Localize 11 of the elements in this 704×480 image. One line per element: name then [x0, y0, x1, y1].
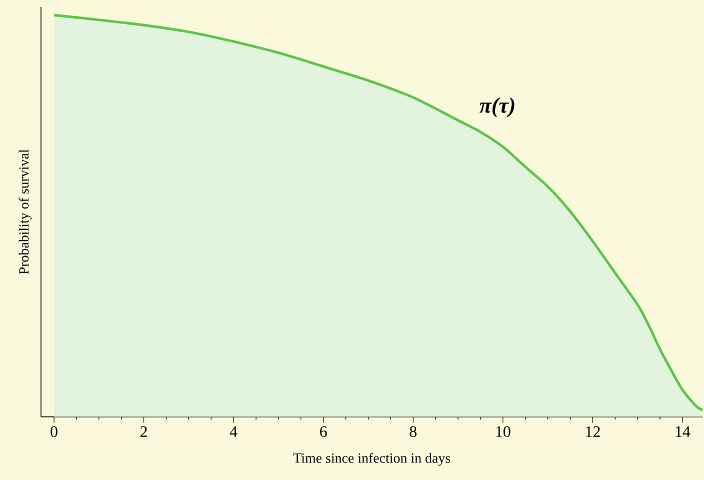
x-tick-label: 6 — [320, 426, 327, 438]
x-tick-label: 10 — [496, 426, 510, 438]
x-axis-title: Time since infection in days — [293, 452, 450, 466]
x-tick-label: 14 — [676, 426, 690, 437]
x-tick-label: 2 — [140, 426, 147, 437]
x-tick-label: 4 — [230, 426, 238, 437]
y-axis-title: Probability of survival — [18, 150, 32, 274]
x-tick-label: 8 — [410, 426, 417, 438]
x-tick-label: 12 — [586, 426, 600, 437]
annotation: π(τ) — [480, 98, 514, 118]
x-tick-label: 0 — [50, 426, 58, 438]
